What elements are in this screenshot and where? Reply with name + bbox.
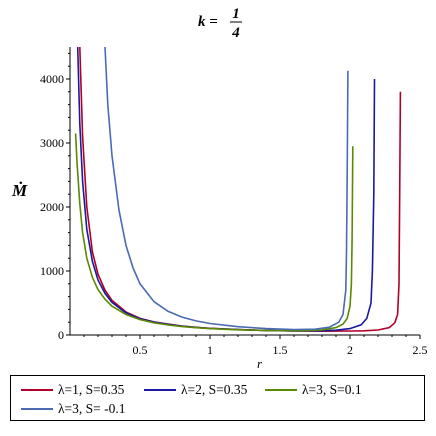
- axes: 0 1000 2000 3000 4000 0.5 1 1.5 2 2.5: [40, 47, 428, 357]
- title-numerator: 1: [232, 6, 240, 22]
- legend: λ=1, S=0.35 λ=2, S=0.35 λ=3, S=0.1 λ=3, S= …: [10, 375, 425, 421]
- legend-item-4: λ=3, S= -0.1: [21, 401, 126, 417]
- legend-item-2: λ=2, S=0.35: [144, 382, 247, 398]
- legend-swatch: [21, 389, 53, 391]
- series-line-4: [104, 47, 349, 331]
- legend-item-3: λ=3, S=0.1: [265, 382, 362, 398]
- legend-label: λ=3, S= -0.1: [58, 401, 126, 416]
- plot-area: [74, 47, 402, 333]
- y-axis-label: Ṁ: [11, 181, 28, 200]
- legend-swatch: [144, 389, 176, 391]
- legend-swatch: [21, 408, 53, 410]
- title-lhs: k =: [198, 14, 218, 30]
- series-line-3: [74, 133, 354, 332]
- x-tick-label: 2: [347, 343, 353, 357]
- y-tick-label: 1000: [40, 264, 64, 278]
- series-line-2: [76, 47, 376, 332]
- y-tick-label: 2000: [40, 200, 64, 214]
- x-axis-label: r: [257, 356, 263, 371]
- x-tick-label: 0.5: [133, 343, 148, 357]
- chart-title: k = 1 4: [198, 6, 242, 41]
- legend-label: λ=1, S=0.35: [58, 382, 125, 397]
- x-tick-label: 2.5: [413, 343, 428, 357]
- legend-label: λ=3, S=0.1: [302, 382, 362, 397]
- legend-item-1: λ=1, S=0.35: [21, 382, 124, 398]
- title-denominator: 4: [231, 25, 240, 41]
- x-tick-label: 1.5: [273, 343, 288, 357]
- y-tick-label: 4000: [40, 72, 64, 86]
- legend-label: λ=2, S=0.35: [181, 382, 248, 397]
- y-tick-label: 0: [58, 328, 64, 342]
- legend-swatch: [265, 389, 297, 391]
- y-tick-label: 3000: [40, 136, 64, 150]
- x-tick-label: 1: [207, 343, 213, 357]
